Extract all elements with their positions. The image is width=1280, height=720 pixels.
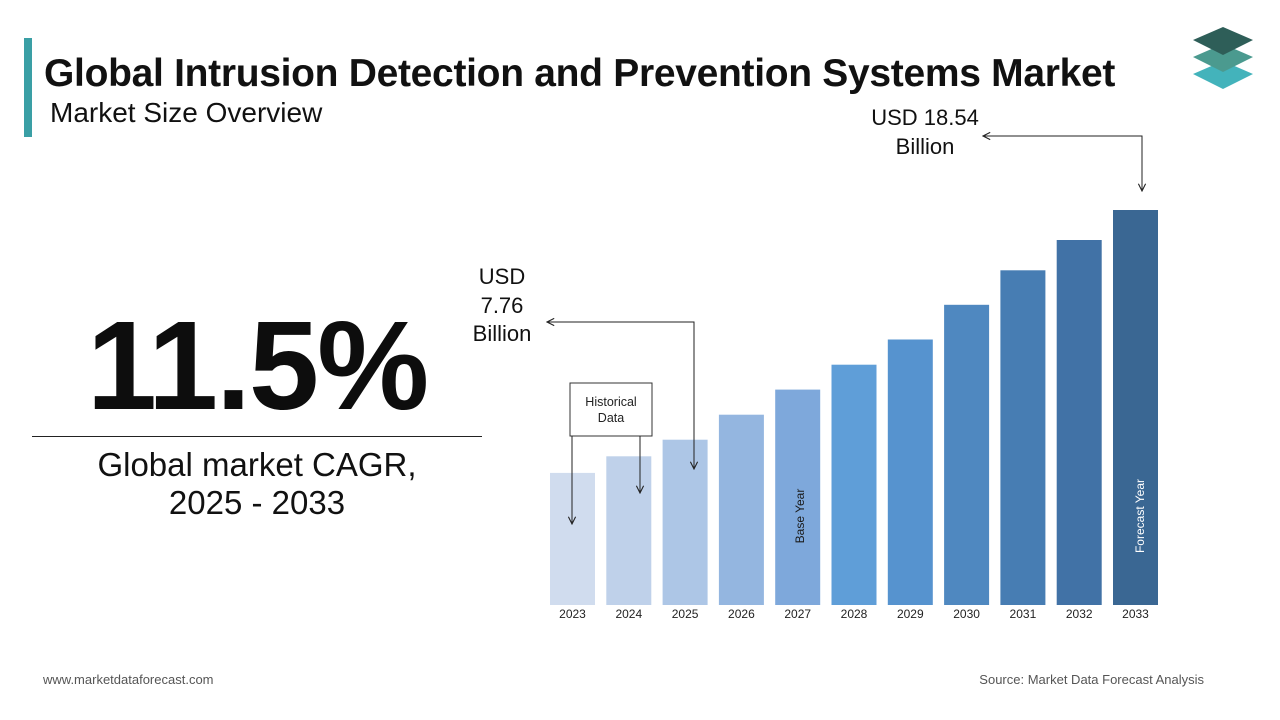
x-tick-label-2025: 2025 (672, 607, 699, 621)
x-tick-label-2023: 2023 (559, 607, 586, 621)
bar-2026 (719, 415, 764, 605)
bar-2028 (832, 365, 877, 605)
start-value-line-2: 7.76 (481, 293, 524, 318)
end-value-arrow (983, 136, 1142, 191)
end-value-line-2: Billion (896, 134, 955, 159)
x-tick-label-2029: 2029 (897, 607, 924, 621)
bar-2029 (888, 340, 933, 606)
x-tick-label-2026: 2026 (728, 607, 755, 621)
historical-data-text-1: Historical (585, 395, 636, 409)
base-year-label: Base Year (793, 489, 807, 544)
x-axis-labels: 2023 2024 2025 2026 2027 2028 2029 2030 2031 2032… (559, 607, 1149, 621)
x-tick-label-2031: 2031 (1010, 607, 1037, 621)
end-value-annotation: USD 18.54 Billion (871, 105, 1142, 191)
forecast-year-label: Forecast Year (1133, 479, 1147, 553)
x-tick-label-2027: 2027 (784, 607, 811, 621)
website-link[interactable]: www.marketdataforecast.com (43, 672, 214, 687)
end-value-line-1: USD 18.54 (871, 105, 979, 130)
x-tick-label-2033: 2033 (1122, 607, 1149, 621)
x-tick-label-2024: 2024 (615, 607, 642, 621)
x-tick-label-2032: 2032 (1066, 607, 1093, 621)
start-value-line-1: USD (479, 264, 525, 289)
start-value-line-3: Billion (473, 321, 532, 346)
bar-2031 (1000, 270, 1045, 605)
historical-data-box (570, 383, 652, 436)
x-tick-label-2028: 2028 (841, 607, 868, 621)
bar-2024 (606, 456, 651, 605)
bar-2032 (1057, 240, 1102, 605)
historical-data-text-2: Data (598, 411, 624, 425)
source-note: Source: Market Data Forecast Analysis (979, 672, 1204, 687)
start-value-annotation: USD 7.76 Billion (473, 264, 694, 469)
bar-2030 (944, 305, 989, 605)
x-tick-label-2030: 2030 (953, 607, 980, 621)
bar-2025 (663, 440, 708, 605)
